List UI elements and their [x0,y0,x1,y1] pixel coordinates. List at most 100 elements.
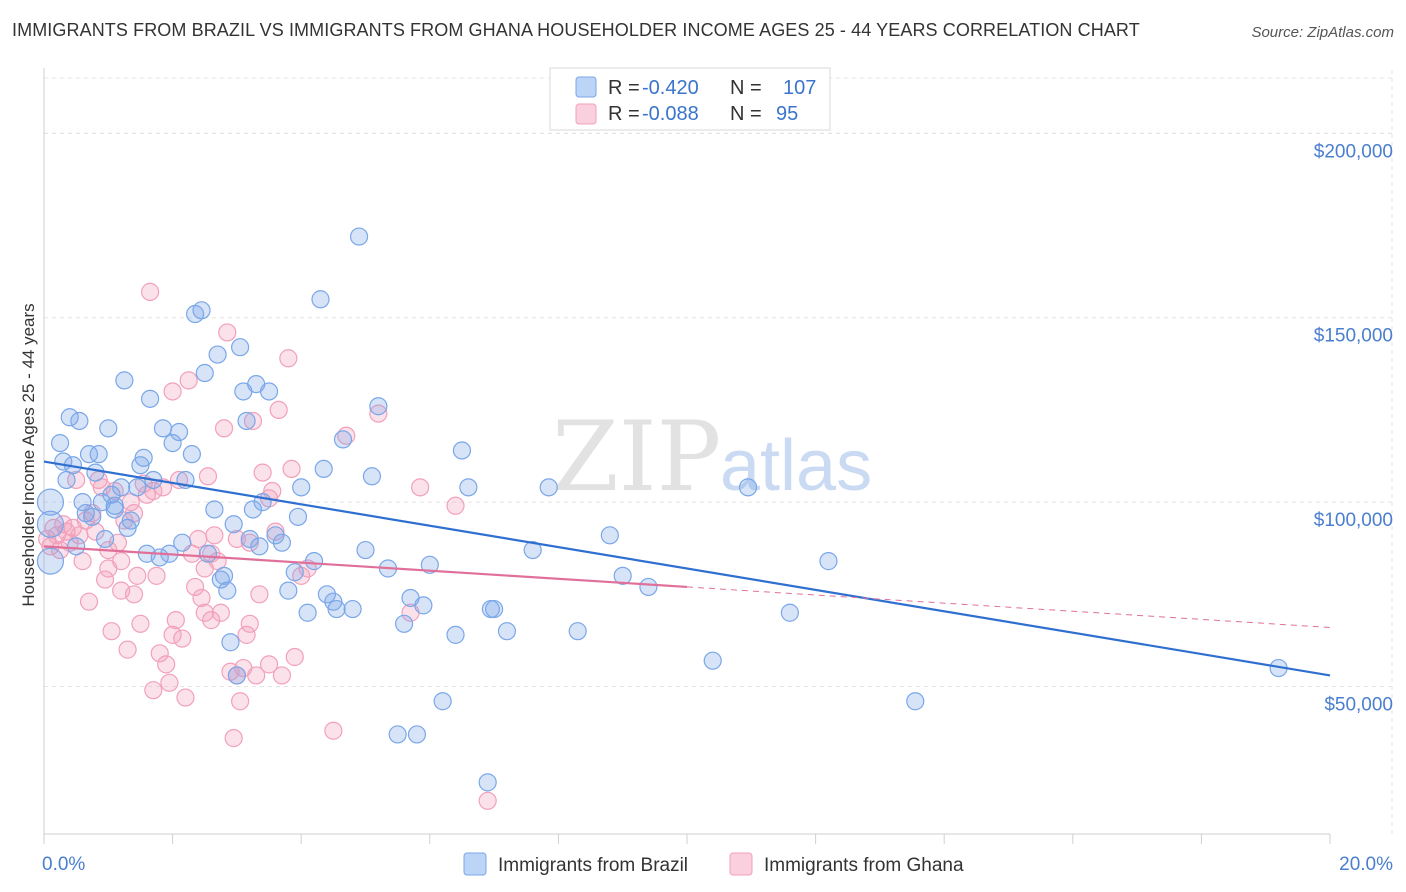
brazil-point [169,422,189,442]
brazil-point [250,537,269,556]
ghana-point [231,692,250,711]
brazil-point [433,692,452,711]
y-tick-label: $200,000 [1314,141,1393,162]
legend-ghana-n-label: N = [730,103,762,125]
y-tick-labels: $50,000 $100,000 $150,000 $200,000 [1314,141,1393,715]
legend: R = -0.420 N = 107 R = -0.088 N = 95 [549,67,831,131]
brazil-point [221,633,240,652]
ghana-point [282,459,301,479]
bottom-legend: Immigrants from Brazil Immigrants from G… [463,852,964,876]
brazil-point [140,389,160,408]
brazil-point [362,467,382,486]
ghana-point [67,470,86,490]
brazil-point [452,441,472,460]
ghana-point [163,382,182,401]
brazil-point [738,478,758,497]
brazil-point [343,599,362,619]
legend-ghana-swatch [575,103,597,125]
brazil-point [459,478,478,497]
ghana-point [227,529,246,549]
brazil-point [613,566,632,585]
ghana-point [118,640,137,659]
brazil-point [304,552,324,571]
brazil-point [539,478,558,497]
brazil-point [327,599,346,619]
ghana-point [192,588,211,608]
legend-ghana-r-label: R = [608,103,640,125]
brazil-point [89,445,108,464]
chart-title: IMMIGRANTS FROM BRAZIL VS IMMIGRANTS FRO… [12,20,1140,40]
brazil-point [819,552,838,571]
ghana-point [189,529,208,549]
ghana-point [478,791,497,810]
brazil-point [317,585,337,604]
legend-box [549,67,831,131]
brazil-point [36,488,65,516]
ghana-trendline [43,545,688,589]
ghana-point [269,400,288,420]
ghana-points [38,282,497,810]
brazil-point [79,445,99,464]
brazil-points [36,227,1288,792]
brazil-point [497,622,517,641]
brazil-point [311,290,330,309]
brazil-point [272,533,292,552]
brazil-point [243,500,263,519]
brazil-point [314,459,333,479]
brazil-point [227,666,246,685]
brazil-point [600,526,619,545]
brazil-point [50,433,70,453]
bottom-legend-brazil-label: Immigrants from Brazil [498,855,688,876]
ghana-point [214,419,234,438]
ghana-point [250,585,269,604]
ghana-point [147,566,166,585]
ghana-point [131,614,150,633]
ghana-point [202,611,221,630]
brazil-point [192,301,211,320]
ghana-point [446,496,465,515]
brazil-point [407,725,427,744]
watermark-atlas: atlas [720,426,872,506]
brazil-point [285,563,304,582]
x-tick-label-start: 0.0% [42,854,85,875]
brazil-trendline [43,460,1331,677]
trendlines [43,460,1331,677]
brazil-point [163,433,182,453]
brazil-point [182,445,201,464]
brazil-point [86,463,105,482]
ghana-point [144,681,163,700]
brazil-point [414,596,433,615]
x-tick-label-end: 20.0% [1339,854,1393,875]
brazil-point [298,603,317,622]
brazil-point [349,227,369,246]
watermark-zip: ZIP [552,401,721,513]
ghana-point [140,282,160,301]
brazil-point [568,622,587,641]
brazil-point [446,625,465,644]
brazil-point [208,345,227,364]
ghana-point [186,577,205,597]
ghana-point [237,625,256,644]
ghana-point [279,349,298,368]
brazil-point [214,566,234,585]
bottom-legend-ghana-label: Immigrants from Ghana [764,855,964,876]
brazil-point [173,533,192,552]
brazil-point [70,411,89,431]
ghana-point [411,478,430,497]
brazil-point [478,773,497,792]
brazil-point [356,540,375,560]
ghana-point [247,666,266,685]
source-credit: Source: ZipAtlas.com [1251,24,1394,41]
bottom-legend-brazil-swatch [463,852,487,876]
ghana-point [95,570,115,589]
brazil-point [218,581,237,600]
brazil-point [153,419,173,438]
ghana-point [157,655,176,674]
y-tick-label: $50,000 [1324,694,1393,715]
brazil-point [99,419,118,438]
legend-brazil-n-value: 107 [783,77,816,99]
brazil-point [266,526,285,545]
ghana-point [150,644,169,663]
ghana-point [224,729,243,748]
